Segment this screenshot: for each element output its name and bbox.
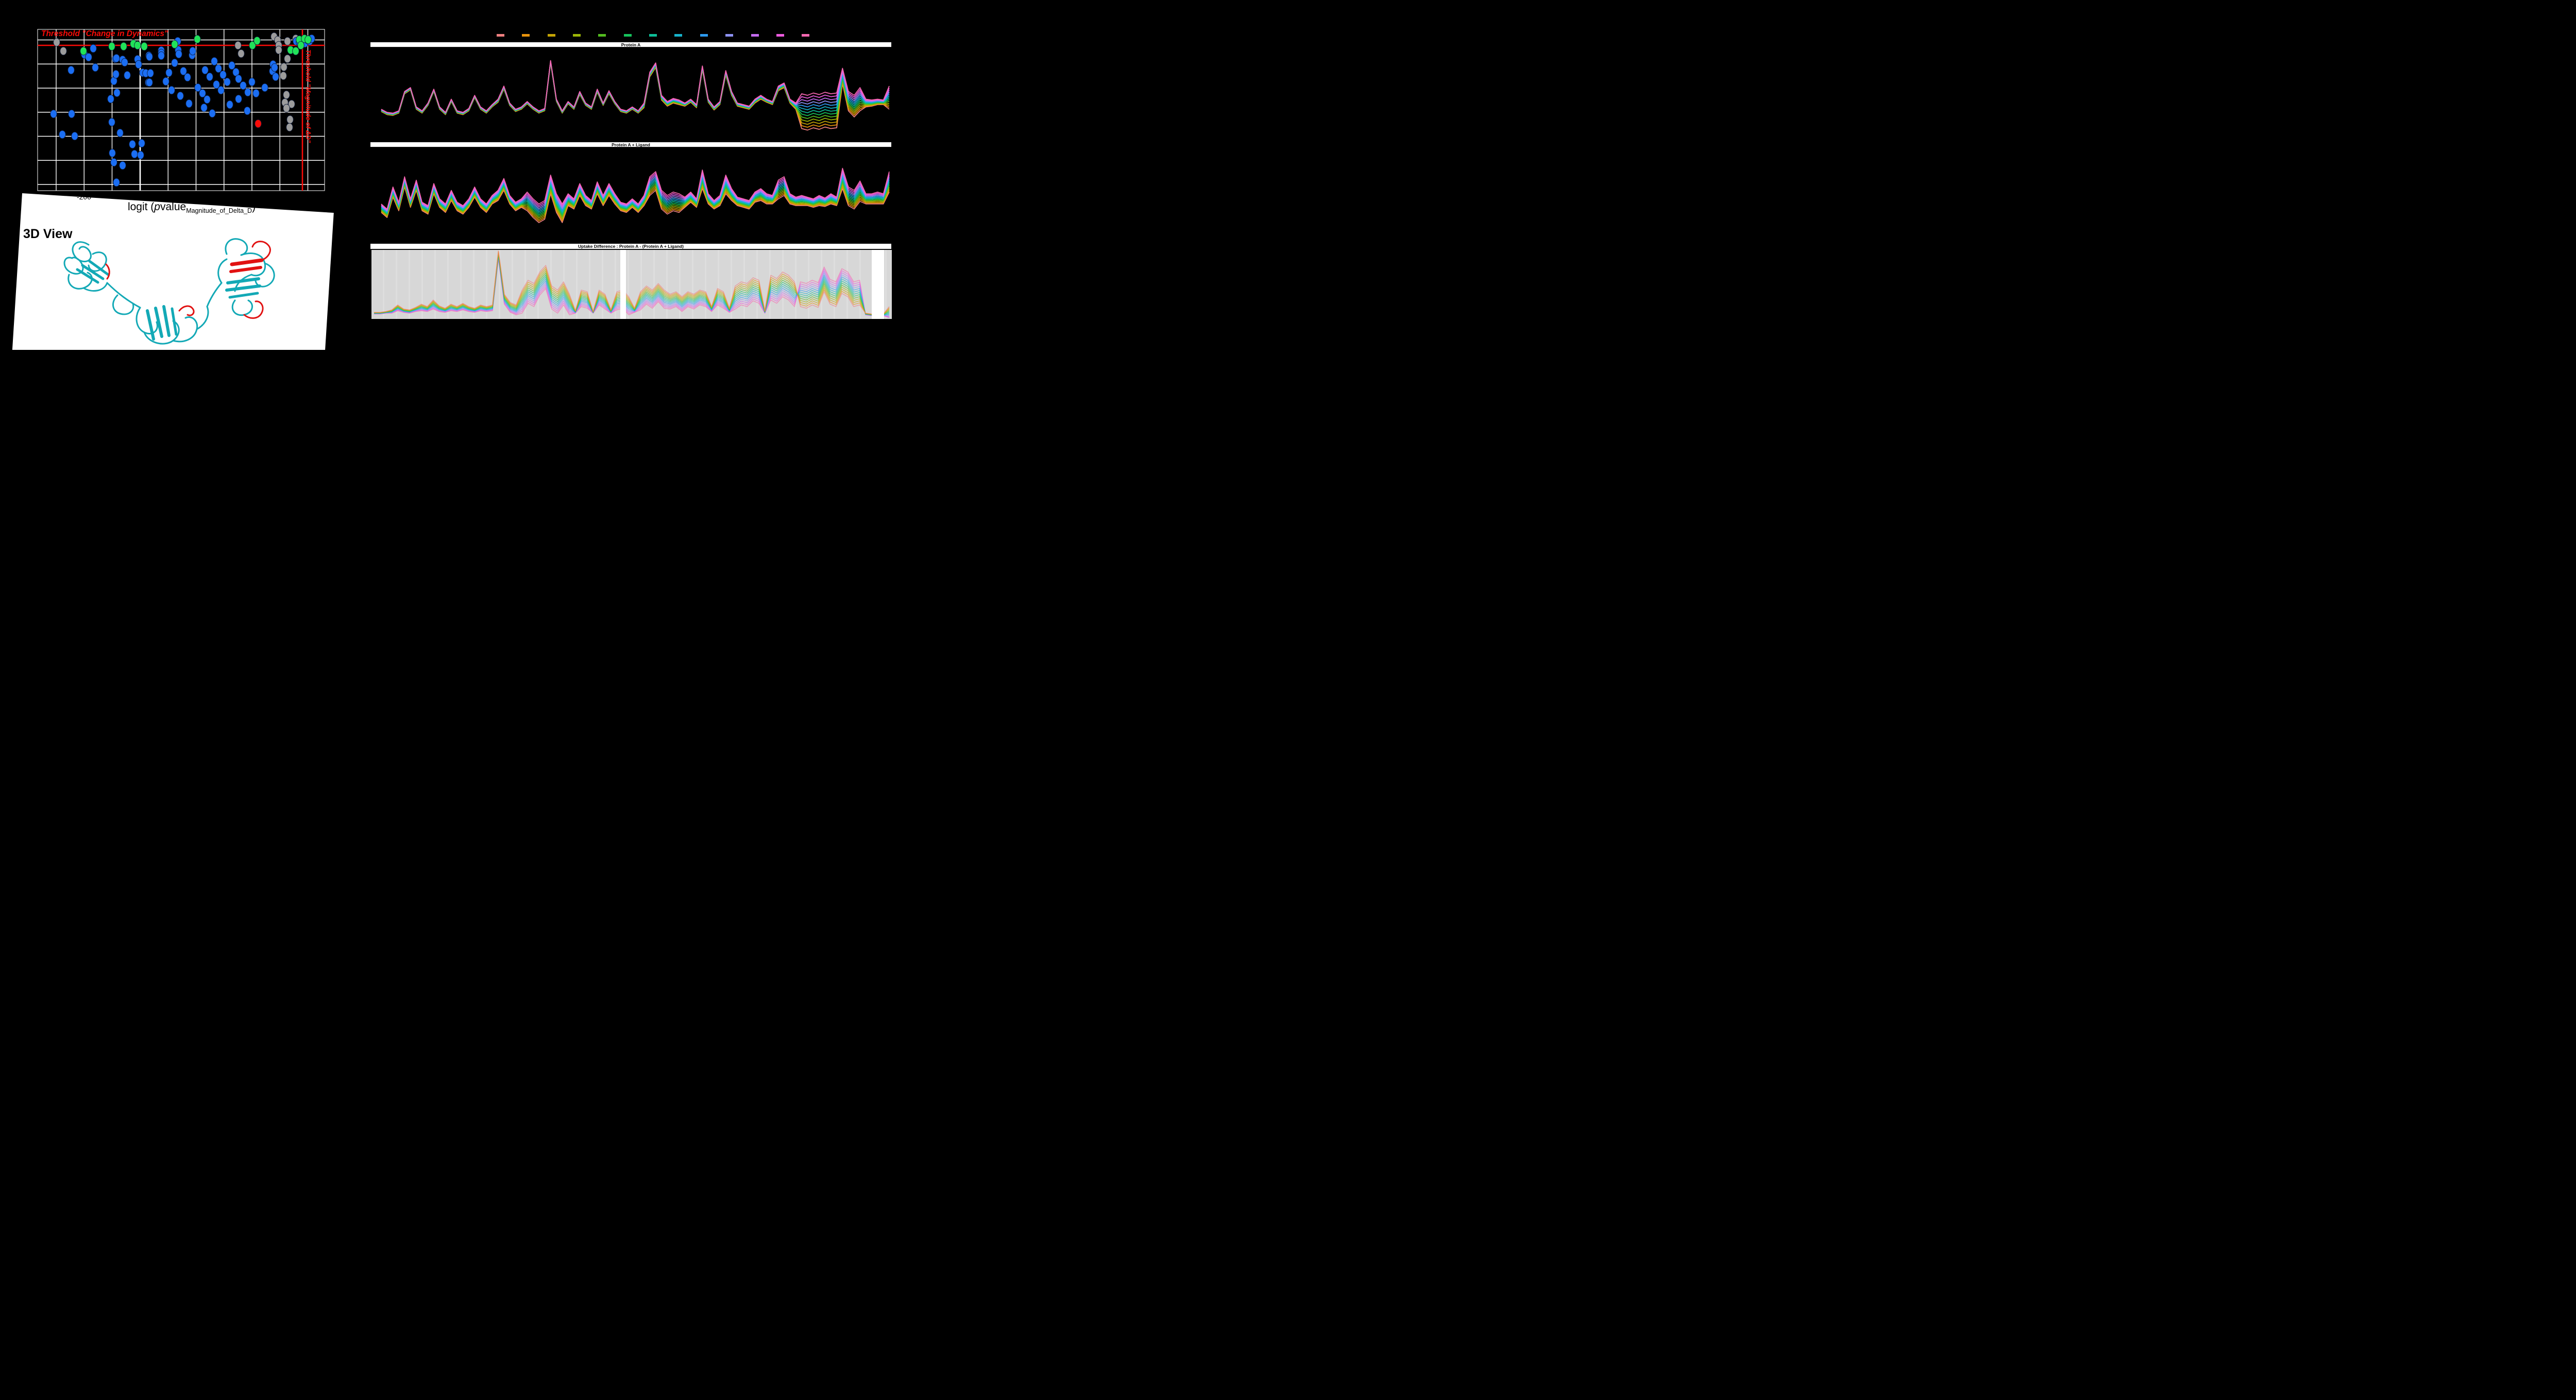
diff-chart-background: [371, 250, 892, 319]
coverage-gap-band: [871, 250, 884, 319]
coverage-gap-band: [620, 250, 626, 319]
ligand-title: Protein A + Ligand: [612, 142, 650, 147]
threshold-dynamics-label: Threshold "Change in Dynamics": [41, 29, 168, 38]
legend-timepoint-swatch[interactable]: [674, 34, 683, 37]
protein-a-uptake-chart[interactable]: [370, 47, 891, 140]
volcano-x-tick: -100: [132, 193, 148, 201]
threshold-magnitude-label: Threshold "Magnitude of ΔD": [304, 49, 312, 143]
legend-timepoint-swatch[interactable]: [725, 34, 734, 37]
legend-timepoint-swatch[interactable]: [776, 34, 784, 37]
ligand-uptake-chart[interactable]: [370, 147, 891, 232]
legend-timepoint-swatch[interactable]: [598, 34, 606, 37]
legend-timepoint-swatch[interactable]: [573, 34, 581, 37]
volcano-plot[interactable]: [0, 0, 340, 206]
legend-timepoint-swatch[interactable]: [623, 34, 632, 37]
legend-timepoint-swatch[interactable]: [700, 34, 708, 37]
legend-timepoint-swatch[interactable]: [649, 34, 657, 37]
protein-ribbon-structure[interactable]: [57, 233, 283, 350]
volcano-x-tick: -200: [76, 193, 92, 201]
legend-timepoint-swatch[interactable]: [802, 34, 810, 37]
legend-timepoint-swatch[interactable]: [522, 34, 530, 37]
uptake-difference-chart[interactable]: [371, 250, 892, 319]
app-canvas: Threshold "Change in Dynamics" Threshold…: [0, 0, 913, 350]
volcano-x-axis-label: logit (pvalueMagnitude_of_Delta_D): [127, 201, 256, 215]
legend-timepoint-swatch[interactable]: [751, 34, 759, 37]
timepoint-legend: [497, 34, 816, 37]
3d-view-title: 3D View: [23, 227, 73, 241]
diff-title-band: Uptake Difference : Protein A - (Protein…: [370, 244, 891, 249]
legend-timepoint-swatch[interactable]: [497, 34, 504, 37]
ligand-title-band: Protein A + Ligand: [370, 142, 891, 147]
protein-a-title: Protein A: [621, 42, 641, 47]
legend-timepoint-swatch[interactable]: [547, 34, 555, 37]
protein-a-title-band: Protein A: [370, 42, 891, 47]
diff-title: Uptake Difference : Protein A - (Protein…: [578, 244, 684, 249]
